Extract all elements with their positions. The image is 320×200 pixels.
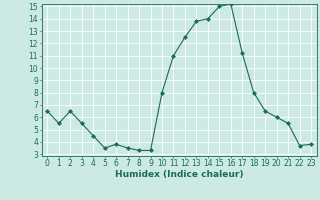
X-axis label: Humidex (Indice chaleur): Humidex (Indice chaleur) (115, 170, 244, 179)
